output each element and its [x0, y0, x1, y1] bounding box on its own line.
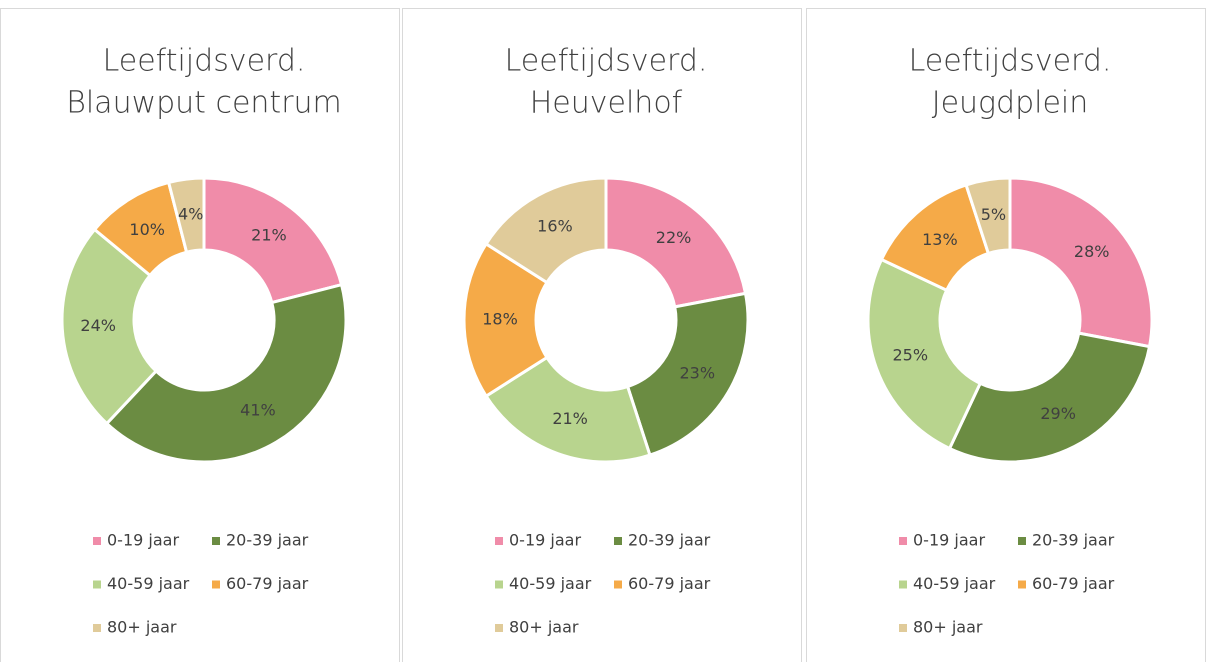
- donut-slice: [104, 282, 348, 464]
- legend-swatch: [212, 580, 220, 589]
- donut-slice: [625, 291, 750, 457]
- chart-title: Leeftijdsverd.: [103, 44, 306, 79]
- chart-title: Leeftijdsverd.: [909, 44, 1112, 79]
- legend-label: 20-39 jaar: [226, 531, 309, 550]
- legend-swatch: [614, 580, 622, 589]
- legend-swatch: [93, 537, 101, 545]
- donut-slice: [866, 257, 983, 451]
- data-label: 25%: [892, 345, 928, 364]
- legend-label: 40-59 jaar: [913, 574, 996, 593]
- legend-swatch: [899, 537, 907, 545]
- data-label: 28%: [1074, 242, 1110, 261]
- data-label: 23%: [679, 363, 715, 382]
- legend-swatch: [212, 537, 220, 545]
- legend-label: 0-19 jaar: [913, 531, 985, 550]
- legend-swatch: [495, 580, 503, 589]
- chart-title: Jeugdplein: [932, 86, 1089, 121]
- data-label: 16%: [537, 217, 573, 236]
- donut-slice: [166, 176, 206, 255]
- legend-swatch: [93, 580, 101, 589]
- chart-title: Heuvelhof: [530, 86, 683, 121]
- legend-swatch: [495, 624, 503, 632]
- donut-slice: [484, 176, 608, 285]
- legend-label: 40-59 jaar: [107, 574, 190, 593]
- legend-label: 60-79 jaar: [628, 574, 711, 593]
- data-label: 24%: [80, 316, 116, 335]
- data-label: 10%: [129, 220, 165, 239]
- legend-swatch: [899, 580, 907, 589]
- data-label: 18%: [482, 310, 518, 329]
- donut-slice: [462, 241, 549, 399]
- legend-label: 60-79 jaar: [1032, 574, 1115, 593]
- legend-label: 20-39 jaar: [1032, 531, 1115, 550]
- data-label: 13%: [922, 230, 958, 249]
- donut-slice: [964, 176, 1012, 256]
- legend-label: 0-19 jaar: [107, 531, 179, 550]
- donut-slice: [1008, 176, 1154, 349]
- data-label: 22%: [656, 228, 692, 247]
- legend-swatch: [1018, 537, 1026, 545]
- data-label: 29%: [1040, 404, 1076, 423]
- legend-swatch: [495, 537, 503, 545]
- data-label: 41%: [240, 401, 276, 420]
- legend-swatch: [614, 537, 622, 545]
- data-label: 5%: [981, 205, 1006, 224]
- legend-swatch: [1018, 580, 1026, 589]
- chart-title: Blauwput centrum: [66, 86, 342, 121]
- legend-label: 60-79 jaar: [226, 574, 309, 593]
- legend-swatch: [899, 624, 907, 632]
- data-label: 21%: [251, 226, 287, 245]
- data-label: 21%: [552, 409, 588, 428]
- legend-label: 80+ jaar: [509, 618, 579, 637]
- donut-slice: [604, 176, 748, 309]
- legend-swatch: [93, 624, 101, 632]
- donut-slice: [484, 355, 652, 464]
- chart-title: Leeftijdsverd.: [505, 44, 708, 79]
- donut-slice: [202, 176, 344, 305]
- legend-label: 80+ jaar: [913, 618, 983, 637]
- legend-label: 40-59 jaar: [509, 574, 592, 593]
- legend-label: 0-19 jaar: [509, 531, 581, 550]
- donut-slice: [947, 331, 1152, 464]
- donut-slice: [60, 227, 159, 426]
- data-label: 4%: [178, 204, 203, 223]
- legend-label: 20-39 jaar: [628, 531, 711, 550]
- legend-label: 80+ jaar: [107, 618, 177, 637]
